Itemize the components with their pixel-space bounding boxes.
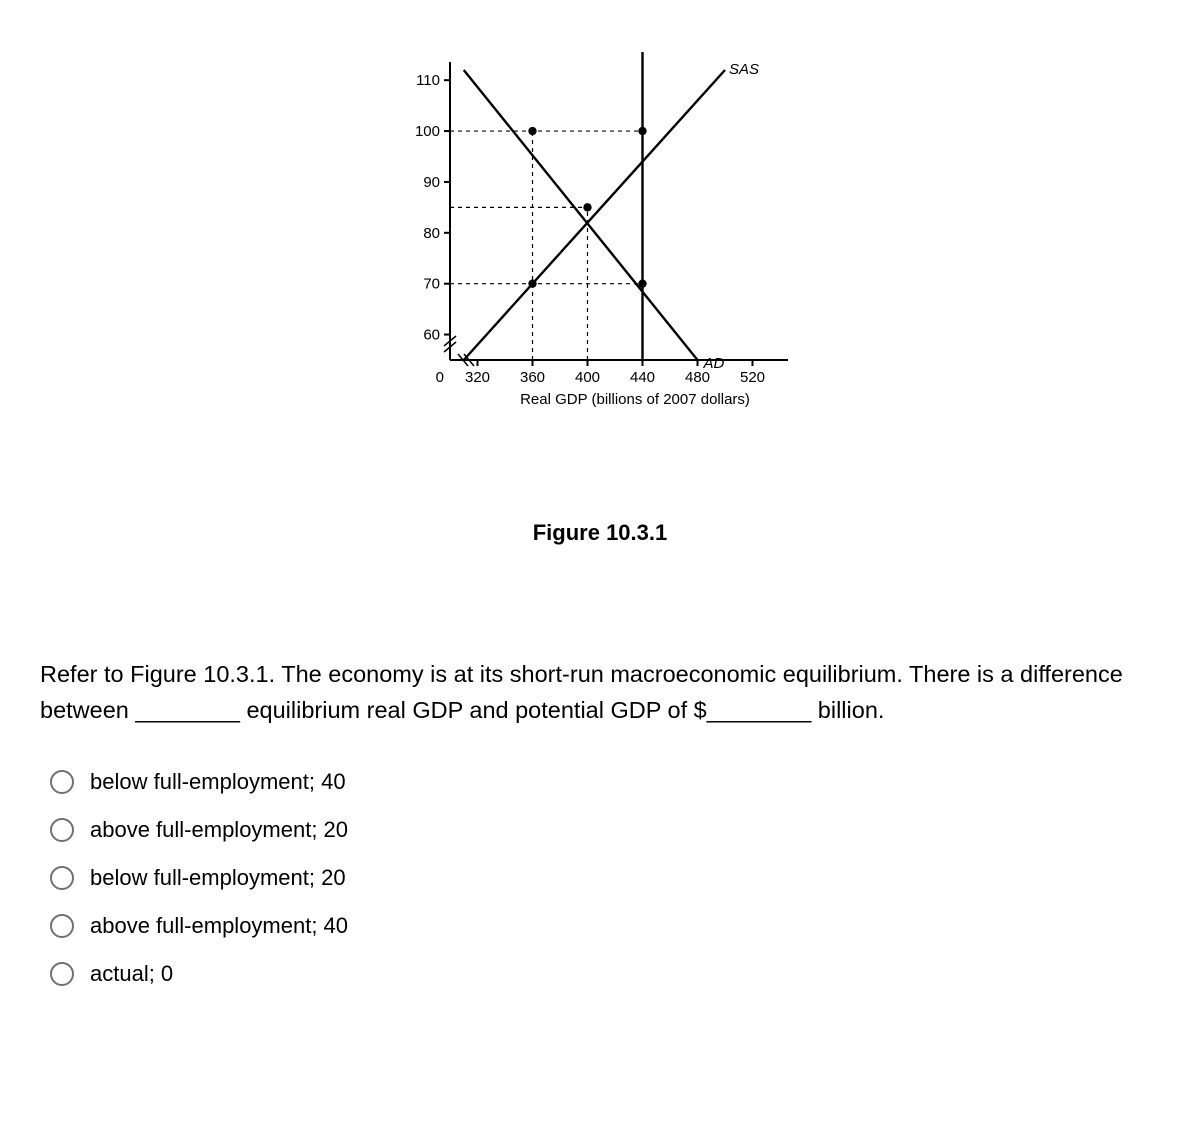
radio-icon[interactable] (50, 866, 74, 890)
option-label: actual; 0 (90, 961, 173, 987)
option-row[interactable]: below full-employment; 40 (50, 769, 1160, 795)
question-text: Refer to Figure 10.3.1. The economy is a… (40, 656, 1160, 729)
radio-icon[interactable] (50, 770, 74, 794)
svg-text:110: 110 (416, 72, 440, 89)
svg-text:AD: AD (703, 355, 725, 372)
svg-text:Real GDP (billions of 2007 dol: Real GDP (billions of 2007 dollars) (520, 391, 750, 408)
option-label: below full-employment; 20 (90, 865, 346, 891)
answer-options: below full-employment; 40 above full-empl… (40, 769, 1160, 987)
radio-icon[interactable] (50, 818, 74, 842)
svg-text:SAS: SAS (729, 61, 759, 78)
svg-text:80: 80 (423, 225, 440, 242)
option-row[interactable]: actual; 0 (50, 961, 1160, 987)
svg-text:60: 60 (423, 327, 440, 344)
option-row[interactable]: above full-employment; 40 (50, 913, 1160, 939)
svg-text:LAS: LAS (628, 50, 656, 52)
svg-text:0: 0 (436, 369, 444, 386)
radio-icon[interactable] (50, 962, 74, 986)
svg-text:440: 440 (630, 369, 655, 386)
option-label: above full-employment; 20 (90, 817, 348, 843)
option-row[interactable]: below full-employment; 20 (50, 865, 1160, 891)
option-label: above full-employment; 40 (90, 913, 348, 939)
svg-text:100: 100 (415, 123, 440, 140)
svg-text:400: 400 (575, 369, 600, 386)
option-row[interactable]: above full-employment; 20 (50, 817, 1160, 843)
svg-text:320: 320 (465, 369, 490, 386)
radio-icon[interactable] (50, 914, 74, 938)
asad-chart: 607080901001103203604004404805200Real GD… (390, 50, 810, 470)
option-label: below full-employment; 40 (90, 769, 346, 795)
svg-text:90: 90 (423, 174, 440, 191)
chart-container: 607080901001103203604004404805200Real GD… (40, 50, 1160, 470)
svg-text:70: 70 (423, 276, 440, 293)
figure-caption: Figure 10.3.1 (40, 520, 1160, 546)
svg-text:520: 520 (740, 369, 765, 386)
svg-text:360: 360 (520, 369, 545, 386)
